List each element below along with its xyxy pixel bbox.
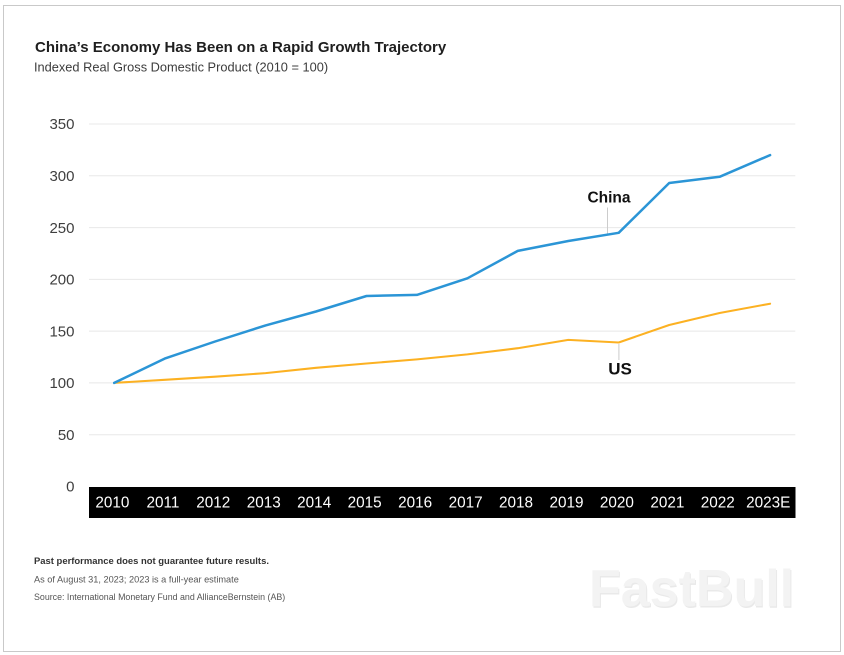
svg-text:China’s Economy Has Been on a: China’s Economy Has Been on a Rapid Grow… <box>35 39 447 56</box>
svg-text:50: 50 <box>58 427 75 444</box>
svg-text:Indexed Real Gross Domestic Pr: Indexed Real Gross Domestic Product (201… <box>34 60 328 75</box>
svg-text:2018: 2018 <box>499 495 533 512</box>
svg-text:FastBull: FastBull <box>590 562 795 620</box>
svg-text:2013: 2013 <box>247 495 281 512</box>
svg-text:100: 100 <box>49 375 74 392</box>
svg-text:300: 300 <box>49 168 74 185</box>
svg-text:US: US <box>608 360 632 379</box>
svg-text:2016: 2016 <box>398 495 432 512</box>
svg-text:Past performance does not guar: Past performance does not guarantee futu… <box>34 556 269 567</box>
svg-text:250: 250 <box>49 220 74 237</box>
svg-text:2014: 2014 <box>297 495 332 512</box>
svg-text:2012: 2012 <box>196 495 230 512</box>
svg-text:2015: 2015 <box>348 495 382 512</box>
svg-text:2022: 2022 <box>701 495 735 512</box>
svg-text:2011: 2011 <box>146 495 179 512</box>
svg-text:FastBull: FastBull <box>589 560 794 618</box>
svg-text:2021: 2021 <box>650 495 684 512</box>
svg-text:2010: 2010 <box>95 495 129 512</box>
svg-text:As of August 31, 2023; 2023 is: As of August 31, 2023; 2023 is a full-ye… <box>34 575 239 585</box>
svg-text:2017: 2017 <box>449 495 483 512</box>
svg-text:2020: 2020 <box>600 495 634 512</box>
svg-text:350: 350 <box>49 116 74 133</box>
svg-text:Source: International Monetary: Source: International Monetary Fund and … <box>34 592 285 602</box>
svg-text:China: China <box>587 190 630 207</box>
svg-text:2019: 2019 <box>549 495 583 512</box>
svg-text:200: 200 <box>49 272 74 289</box>
svg-text:150: 150 <box>49 323 74 340</box>
svg-text:0: 0 <box>66 479 74 496</box>
svg-text:2023E: 2023E <box>746 495 790 512</box>
